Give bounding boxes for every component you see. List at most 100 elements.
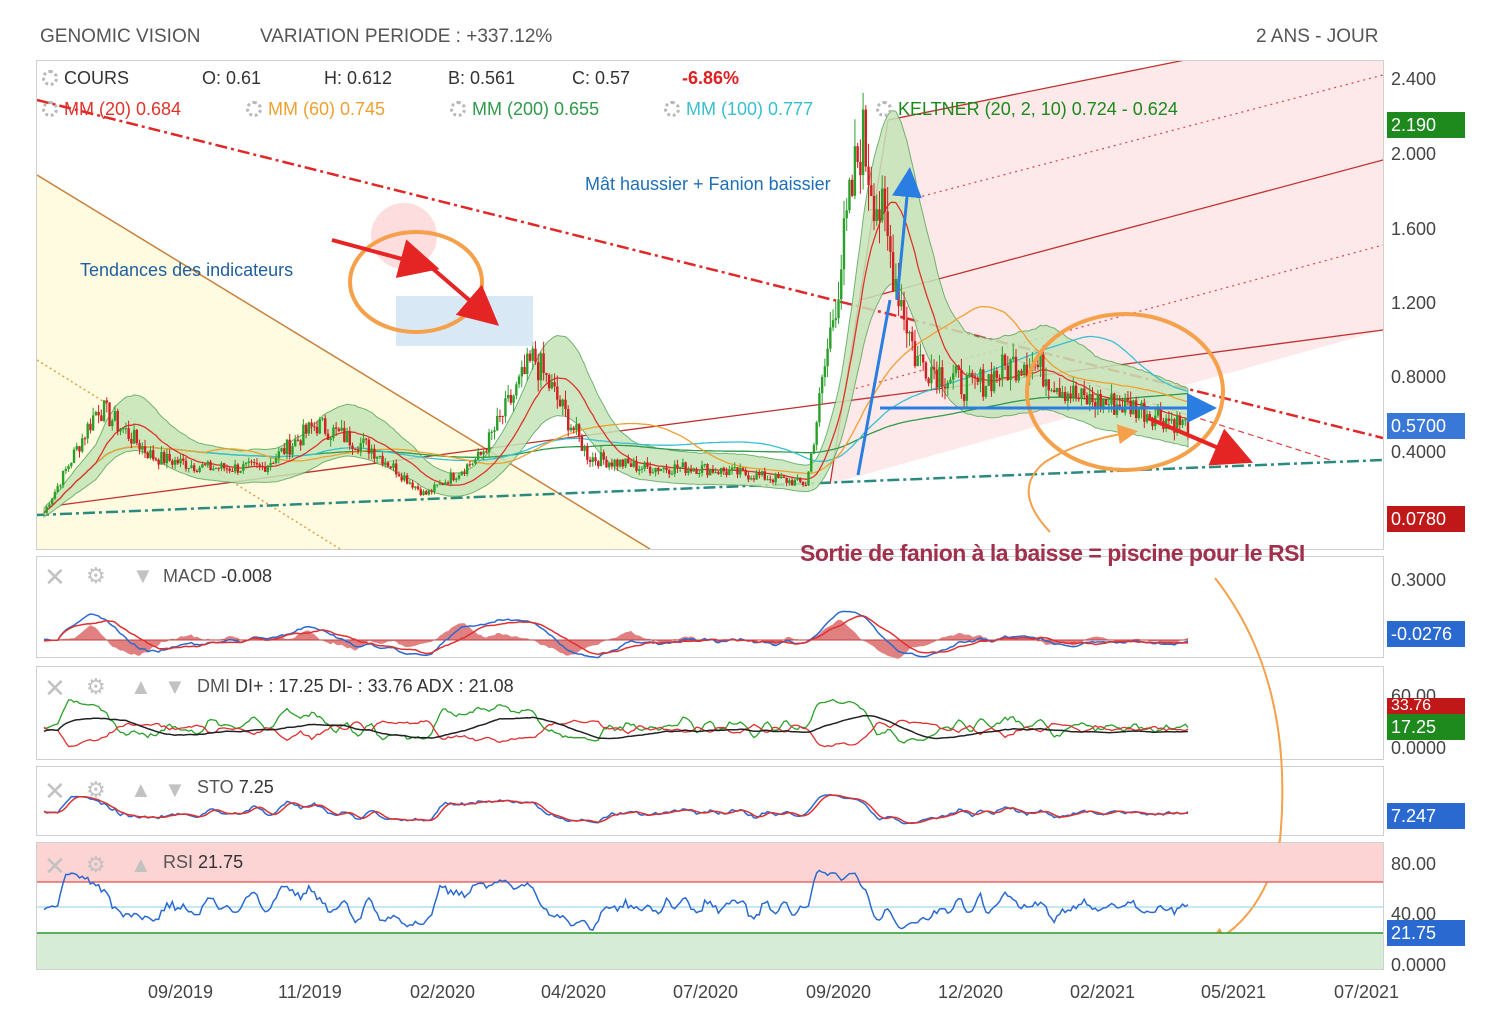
candle-body: [176, 459, 179, 464]
candle-body: [490, 431, 493, 433]
candle-body: [1113, 393, 1116, 415]
candle-body: [815, 422, 818, 445]
close-icon[interactable]: ✕: [44, 776, 66, 806]
move-up-icon[interactable]: ▲: [130, 674, 152, 699]
keltner-gear-icon[interactable]: [876, 101, 892, 117]
move-down-icon[interactable]: ▼: [164, 777, 186, 802]
candle-body: [965, 375, 969, 401]
move-up-icon[interactable]: ▲: [130, 777, 152, 802]
candle-body: [946, 382, 949, 389]
candle-body: [422, 491, 425, 495]
candle-body: [283, 448, 286, 455]
close-icon[interactable]: ✕: [44, 673, 66, 703]
candle-body: [496, 416, 499, 431]
settings-gear-icon[interactable]: ⚙: [86, 674, 106, 699]
candle-body: [1093, 402, 1097, 409]
candle-body: [572, 427, 575, 431]
candle-body: [212, 468, 215, 471]
dmi-panel[interactable]: [36, 666, 1384, 760]
candle-body: [648, 466, 652, 474]
indicators-trend-note: Tendances des indicateurs: [80, 260, 294, 280]
candle-body: [334, 427, 338, 429]
x-tick: 09/2019: [148, 982, 214, 1002]
candle-body: [179, 458, 182, 464]
candle-body: [370, 448, 373, 454]
candle-body: [845, 210, 848, 219]
x-tick: 07/2021: [1334, 982, 1400, 1002]
move-down-icon[interactable]: ▼: [164, 674, 186, 699]
candle-body: [318, 419, 321, 434]
candle-body: [624, 458, 627, 467]
move-up-icon[interactable]: ▲: [130, 852, 152, 877]
sto-panel[interactable]: [36, 766, 1384, 836]
price-low-tag: 0.0780: [1387, 506, 1465, 532]
candle-body: [900, 300, 903, 307]
candle-body: [471, 463, 474, 465]
candle-body: [883, 188, 887, 212]
candle-body: [386, 462, 390, 467]
candle-body: [351, 445, 354, 450]
candle-body: [149, 450, 152, 459]
rsi-tick: 40.00: [1391, 904, 1437, 924]
candle-body: [302, 424, 305, 446]
candle-body: [1050, 390, 1053, 392]
candle-body: [752, 478, 756, 480]
candle-body: [1006, 365, 1009, 381]
candle-body: [414, 486, 417, 488]
close-icon[interactable]: ✕: [44, 851, 66, 881]
candle-body: [465, 464, 469, 474]
candle-body: [1042, 354, 1045, 387]
mm20-legend[interactable]: MM (20) 0.684: [42, 99, 181, 120]
mm20-gear-icon[interactable]: [42, 101, 58, 117]
keltner-legend[interactable]: KELTNER (20, 2, 10) 0.724 - 0.624: [876, 99, 1178, 120]
settings-gear-icon[interactable]: ⚙: [86, 563, 106, 588]
mm200-gear-icon[interactable]: [450, 101, 466, 117]
cours-legend[interactable]: COURS: [42, 68, 129, 89]
candle-body: [545, 373, 548, 375]
candle-body: [867, 166, 870, 186]
candle-body: [703, 464, 706, 466]
close-icon[interactable]: ✕: [44, 562, 66, 592]
mm100-legend[interactable]: MM (100) 0.777: [664, 99, 813, 120]
candle-body: [400, 476, 403, 481]
candle-body: [1047, 379, 1050, 391]
candle-body: [203, 464, 207, 466]
candle-body: [487, 432, 491, 453]
rsi-tick: 80.00: [1391, 854, 1437, 874]
candle-body: [326, 433, 330, 440]
candle-body: [591, 457, 594, 462]
candle-body: [722, 467, 726, 472]
candle-body: [53, 491, 57, 499]
candle-body: [951, 373, 955, 380]
candle-body: [629, 463, 633, 467]
candle-body: [307, 422, 311, 434]
candle-body: [228, 468, 231, 471]
candle-body: [56, 486, 59, 492]
settings-gear-icon[interactable]: ⚙: [86, 852, 106, 877]
period-selector[interactable]: 2 ANS - JOUR: [1256, 26, 1379, 47]
mm60-legend[interactable]: MM (60) 0.745: [246, 99, 385, 120]
mm100-gear-icon[interactable]: [664, 101, 680, 117]
candle-body: [668, 470, 671, 475]
candle-body: [187, 467, 190, 469]
open-value: O: 0.61: [202, 68, 262, 88]
candle-body: [700, 465, 704, 473]
price-last-tag: 0.5700: [1387, 413, 1465, 439]
x-tick: 07/2020: [673, 982, 739, 1002]
candle-body: [902, 300, 906, 320]
candle-body: [214, 467, 218, 469]
x-tick: 02/2020: [410, 982, 476, 1002]
period-variation: VARIATION PERIODE : +337.12%: [260, 26, 553, 47]
candle-body: [676, 464, 679, 469]
mm60-gear-icon[interactable]: [246, 101, 262, 117]
candle-body: [782, 476, 786, 478]
macd-tick: 0.3000: [1391, 570, 1447, 590]
move-down-icon[interactable]: ▼: [132, 563, 154, 588]
settings-gear-icon[interactable]: ⚙: [86, 777, 106, 802]
settings-gear-icon[interactable]: [42, 70, 58, 86]
mm200-legend[interactable]: MM (200) 0.655: [450, 99, 599, 120]
candle-body: [100, 415, 103, 422]
candle-body: [195, 470, 199, 472]
candle-body: [474, 459, 477, 464]
